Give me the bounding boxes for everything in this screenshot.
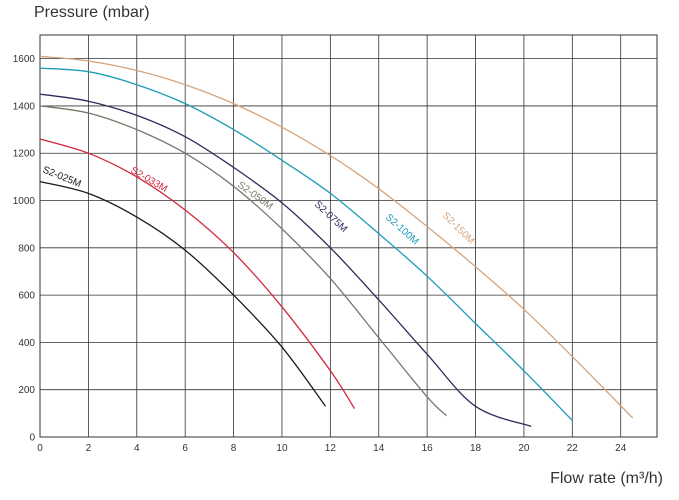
curve-s2-050m — [39, 105, 447, 417]
x-tick-label: 20 — [518, 443, 530, 454]
y-tick-label: 400 — [18, 338, 35, 349]
label-s2-033m: S2-033M — [129, 165, 170, 195]
x-tick-label: 12 — [325, 443, 337, 454]
curve-s2-075m — [39, 93, 532, 428]
x-tick-label: 22 — [567, 443, 579, 454]
series-curves — [39, 55, 634, 428]
x-tick-label: 4 — [134, 443, 140, 454]
x-tick-label: 2 — [86, 443, 92, 454]
y-tick-label: 600 — [18, 291, 35, 302]
label-s2-050m: S2-050M — [235, 180, 274, 213]
curve-s2-025m — [39, 180, 327, 407]
x-tick-label: 24 — [615, 443, 627, 454]
x-tick-label: 16 — [422, 443, 434, 454]
y-tick-label: 1400 — [13, 101, 36, 112]
x-tick-label: 10 — [276, 443, 288, 454]
curve-s2-033m — [39, 138, 356, 409]
x-axis-title: Flow rate (m³/h) — [550, 470, 663, 487]
y-tick-label: 800 — [18, 243, 35, 254]
y-tick-label: 1200 — [13, 149, 36, 160]
x-tick-label: 18 — [470, 443, 482, 454]
x-tick-label: 6 — [182, 443, 188, 454]
y-tick-label: 200 — [18, 385, 35, 396]
y-tick-labels: 0 200 400 600 800 1000 1200 1400 1600 — [13, 54, 36, 443]
y-tick-label: 1000 — [13, 196, 36, 207]
x-tick-label: 0 — [37, 443, 43, 454]
y-tick-label: 0 — [29, 433, 35, 444]
y-tick-label: 1600 — [13, 54, 36, 65]
grid-lines — [39, 35, 657, 438]
x-tick-label: 14 — [373, 443, 385, 454]
plot-frame — [39, 34, 658, 438]
x-tick-label: 8 — [231, 443, 237, 454]
y-axis-title: Pressure (mbar) — [34, 4, 150, 21]
curve-s2-150m — [39, 55, 634, 419]
x-tick-labels: 0 2 4 6 8 10 12 14 16 18 20 22 24 — [37, 443, 626, 454]
curve-s2-100m — [39, 67, 573, 421]
